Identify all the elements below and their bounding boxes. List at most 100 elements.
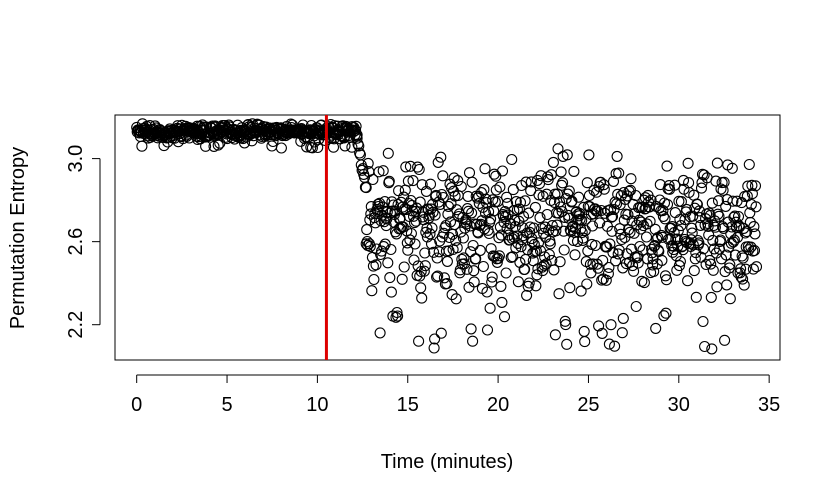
data-point [385, 243, 397, 256]
data-point [661, 198, 674, 211]
data-point [424, 178, 437, 190]
data-point [458, 252, 470, 264]
data-point [613, 167, 625, 179]
data-point [483, 206, 495, 218]
data-point [380, 220, 392, 232]
data-point [630, 300, 642, 313]
data-point [419, 247, 431, 259]
data-point [552, 143, 564, 155]
data-point [494, 181, 506, 193]
data-point [351, 132, 363, 144]
data-point [735, 263, 747, 275]
data-point [581, 278, 593, 290]
data-point [632, 257, 644, 269]
data-point [599, 207, 611, 219]
data-point [437, 170, 449, 182]
data-point [618, 214, 630, 226]
data-point [467, 239, 479, 252]
data-point [576, 214, 588, 226]
data-point [544, 238, 556, 250]
data-point [364, 240, 376, 252]
data-point [663, 180, 675, 192]
data-point [606, 210, 619, 223]
data-point [530, 280, 542, 292]
data-point [467, 335, 479, 347]
data-point [530, 245, 542, 257]
data-point [746, 179, 758, 191]
data-point [465, 323, 477, 335]
data-point [674, 255, 686, 268]
data-point [501, 191, 513, 203]
data-point [500, 267, 512, 279]
data-point [725, 237, 737, 249]
data-point [614, 223, 626, 235]
data-point [374, 197, 386, 209]
data-point [551, 219, 563, 231]
data-point [602, 268, 614, 280]
data-point [576, 226, 588, 239]
x-axis: 0 5 10 15 20 25 30 35 [131, 374, 780, 416]
data-point [458, 258, 470, 270]
data-point [571, 235, 584, 247]
data-point [558, 244, 570, 256]
data-point [660, 307, 672, 319]
data-point [512, 276, 524, 288]
data-point [419, 260, 431, 272]
data-point [450, 235, 462, 247]
data-point [441, 278, 453, 290]
data-point [611, 150, 623, 162]
data-point [750, 261, 763, 273]
data-point [385, 286, 397, 298]
data-point [382, 147, 394, 159]
data-point [697, 315, 709, 328]
data-point [647, 259, 659, 271]
data-point [532, 237, 545, 249]
x-tick-label: 30 [668, 394, 690, 416]
data-point [391, 306, 403, 319]
data-point [595, 176, 607, 188]
data-point [523, 277, 535, 289]
data-point [468, 276, 480, 288]
data-point [547, 156, 559, 168]
data-point [208, 140, 220, 152]
data-point [669, 179, 681, 191]
data-point [470, 253, 482, 265]
data-point [478, 184, 490, 196]
data-point [616, 327, 628, 339]
data-point [537, 265, 549, 277]
data-point [666, 221, 678, 233]
data-point [577, 232, 589, 244]
data-point [549, 329, 561, 341]
data-point [727, 195, 739, 207]
data-point [212, 139, 224, 151]
data-point [723, 262, 735, 274]
data-point [392, 310, 404, 322]
data-point [593, 320, 605, 332]
data-point [543, 248, 555, 261]
data-point [445, 198, 457, 210]
data-point [682, 275, 694, 287]
data-point [720, 200, 732, 212]
data-point [589, 239, 602, 252]
data-point [432, 156, 444, 168]
data-point [520, 176, 532, 188]
data-point [414, 196, 426, 208]
data-point [136, 140, 148, 152]
x-tick-label: 0 [131, 394, 142, 416]
data-point [382, 257, 394, 269]
data-point [432, 270, 444, 282]
data-point [690, 291, 702, 303]
data-point [674, 213, 686, 226]
data-point [360, 182, 372, 194]
data-point [460, 214, 472, 226]
data-point [545, 169, 557, 181]
data-point [425, 238, 438, 250]
data-point [706, 197, 718, 209]
data-point [706, 343, 718, 355]
data-point [563, 185, 575, 197]
data-point [656, 254, 668, 266]
data-point [598, 183, 610, 195]
data-point [362, 157, 374, 169]
data-point [578, 201, 590, 213]
